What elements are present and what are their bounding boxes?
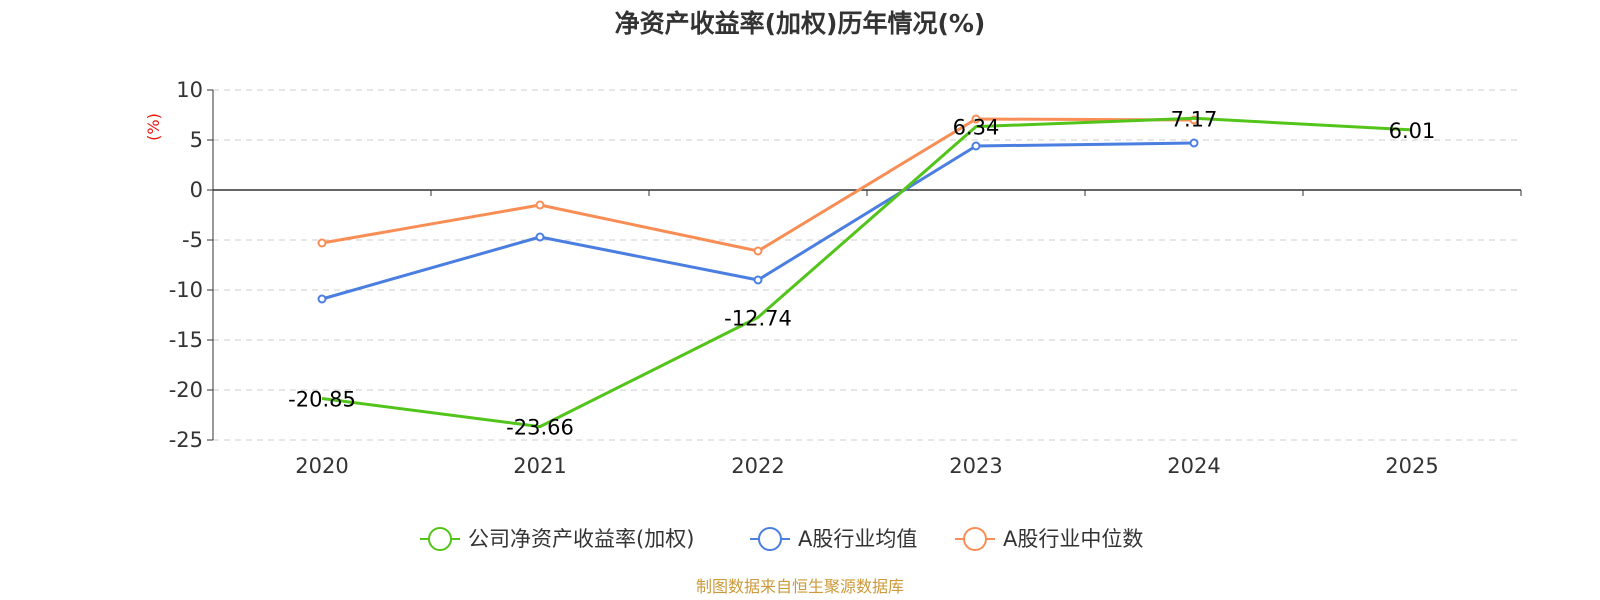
series-point: [317, 294, 327, 304]
y-tick-label: 10: [176, 78, 203, 102]
series-point: [753, 275, 763, 285]
legend-label: A股行业均值: [798, 527, 917, 551]
y-tick-label: 5: [190, 128, 203, 152]
series-point: [1189, 138, 1199, 148]
legend-label: A股行业中位数: [1003, 527, 1143, 551]
grid-lines: [213, 89, 1521, 441]
x-tick-label: 2022: [731, 454, 784, 478]
x-tick-label: 2025: [1385, 454, 1438, 478]
y-tick-label: -5: [182, 228, 203, 252]
legend-item[interactable]: A股行业中位数: [955, 527, 1143, 551]
y-tick-label: -20: [169, 378, 203, 402]
x-tick-label: 2021: [513, 454, 566, 478]
legend-swatch-marker: [428, 527, 452, 551]
data-label: -12.74: [724, 306, 792, 330]
legend-item[interactable]: A股行业均值: [750, 527, 917, 551]
data-label: 7.17: [1171, 107, 1218, 131]
data-label: -20.85: [288, 388, 356, 412]
y-tick-label: -15: [169, 328, 203, 352]
x-tick-label: 2024: [1167, 454, 1220, 478]
chart-title: 净资产收益率(加权)历年情况(%): [615, 9, 986, 38]
legend-swatch-marker: [963, 527, 987, 551]
x-tick-label: 2023: [949, 454, 1002, 478]
legend-swatch-marker: [758, 527, 782, 551]
series-point: [971, 114, 981, 124]
y-tick-label: 0: [190, 178, 203, 202]
series-point: [753, 246, 763, 256]
data-labels: -20.85 -23.66 -12.74 6.34 7.17 6.01: [288, 107, 1435, 439]
series-line: [321, 117, 1195, 253]
series-line: [321, 116, 1413, 429]
x-tick-label: 2020: [295, 454, 348, 478]
legend-label: 公司净资产收益率(加权): [468, 527, 694, 551]
data-label: 6.01: [1389, 119, 1436, 143]
source-note: 制图数据来自恒生聚源数据库: [696, 577, 904, 596]
series-point: [535, 232, 545, 242]
series-point: [971, 141, 981, 151]
series-point: [535, 200, 545, 210]
data-label: 6.34: [953, 116, 1000, 140]
y-tick-label: -10: [169, 278, 203, 302]
axes: 10 5 0 -5 -10 -15 -20 -25 2020 2021 2022 2023 2024 20…: [169, 78, 1522, 478]
series-point: [317, 238, 327, 248]
legend-item[interactable]: 公司净资产收益率(加权): [420, 527, 694, 551]
legend[interactable]: 公司净资产收益率(加权) A股行业均值 A股行业中位数: [420, 527, 1143, 551]
y-axis-label: (%): [144, 113, 163, 141]
series-group: [317, 114, 1413, 429]
y-tick-label: -25: [169, 428, 203, 452]
data-label: -23.66: [506, 416, 574, 440]
